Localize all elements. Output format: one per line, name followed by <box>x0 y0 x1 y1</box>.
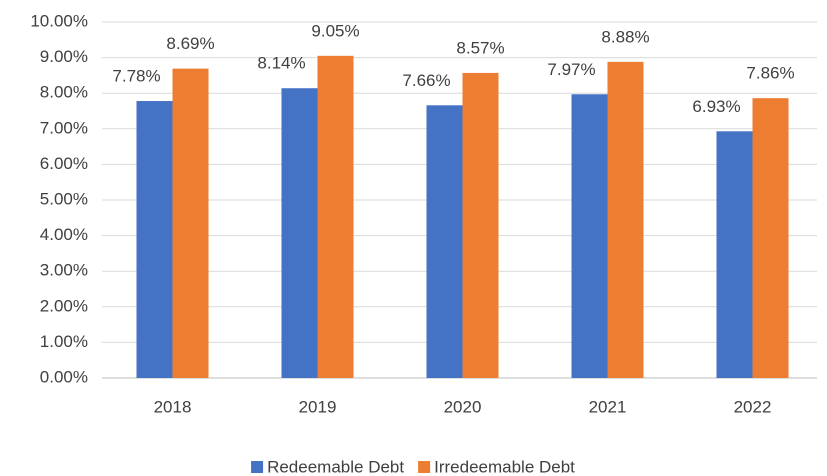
x-tick-label: 2022 <box>734 397 772 416</box>
data-label: 8.14% <box>257 54 305 73</box>
bar <box>172 68 209 379</box>
bar <box>136 101 173 379</box>
data-label: 6.93% <box>692 97 740 116</box>
data-label: 8.57% <box>456 38 504 57</box>
y-tick-label: 0.00% <box>40 367 88 386</box>
y-tick-label: 10.00% <box>30 11 88 30</box>
bar <box>317 55 354 378</box>
y-tick-label: 5.00% <box>40 189 88 208</box>
bar <box>426 105 463 378</box>
bar <box>281 88 318 378</box>
y-tick-label: 6.00% <box>40 154 88 173</box>
data-label: 7.97% <box>547 60 595 79</box>
y-tick-label: 7.00% <box>40 118 88 137</box>
data-label: 9.05% <box>311 21 359 40</box>
x-tick-label: 2021 <box>589 397 627 416</box>
data-label: 7.66% <box>402 71 450 90</box>
bar <box>607 61 644 378</box>
bar <box>571 94 608 378</box>
data-label: 8.69% <box>166 34 214 53</box>
y-tick-label: 1.00% <box>40 332 88 351</box>
y-tick-label: 4.00% <box>40 225 88 244</box>
legend-label: Irredeemable Debt <box>434 457 575 476</box>
data-label: 8.88% <box>601 27 649 46</box>
bar <box>716 131 753 378</box>
x-tick-label: 2018 <box>154 397 192 416</box>
y-tick-label: 8.00% <box>40 83 88 102</box>
legend-swatch <box>418 461 431 473</box>
y-tick-label: 3.00% <box>40 261 88 280</box>
y-tick-label: 2.00% <box>40 296 88 315</box>
y-tick-label: 9.00% <box>40 47 88 66</box>
bar <box>752 98 789 379</box>
legend-label: Redeemable Debt <box>267 457 404 476</box>
x-tick-label: 2019 <box>299 397 337 416</box>
data-label: 7.86% <box>746 64 794 83</box>
legend-swatch <box>251 461 264 473</box>
bar <box>462 72 499 379</box>
data-label: 7.78% <box>112 67 160 86</box>
x-tick-label: 2020 <box>444 397 482 416</box>
